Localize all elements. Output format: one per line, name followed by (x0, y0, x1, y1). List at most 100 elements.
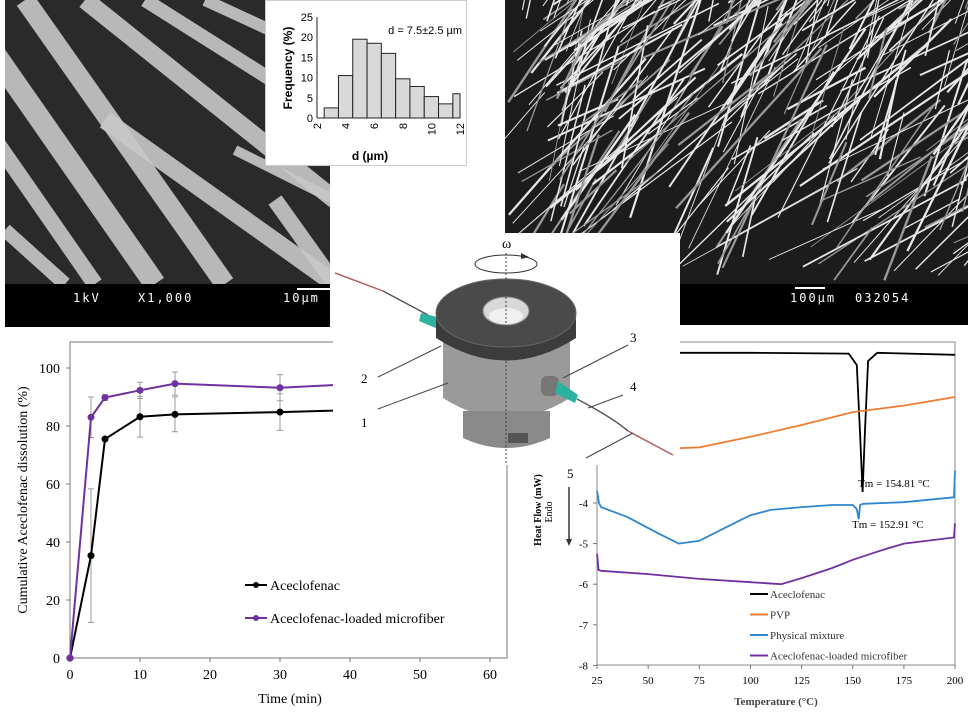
fiber (717, 197, 756, 265)
histogram-bar (337, 75, 354, 119)
fiber (677, 74, 770, 146)
part-label-1: 1 (361, 415, 368, 430)
fiber (590, 112, 690, 244)
part-label-5: 5 (567, 466, 574, 481)
fiber (647, 97, 699, 135)
fiber (919, 52, 968, 76)
fiber (951, 159, 968, 227)
fiber (688, 66, 776, 249)
x-tick-label: 150 (845, 675, 862, 687)
fiber (777, 0, 803, 20)
fiber (558, 19, 592, 167)
fiber (641, 0, 780, 60)
y-tick-label: 40 (46, 536, 60, 551)
fiber (559, 0, 674, 180)
fiber (768, 0, 810, 62)
fiber (749, 0, 814, 77)
histogram-inset: 0 5 10 15 20 25 2 4 6 8 10 12 d (µm) Frequency (%) d =… (265, 0, 467, 166)
legend-marker (253, 615, 259, 621)
fiber (578, 0, 629, 44)
fiber (915, 216, 968, 270)
fiber (569, 0, 654, 48)
fiber (734, 98, 855, 192)
fiber (569, 0, 621, 85)
fiber (622, 0, 682, 29)
endo-label: Endo (544, 501, 555, 522)
fiber (629, 0, 700, 127)
fiber (730, 0, 900, 85)
x-tick-label: 40 (343, 668, 357, 683)
fiber (833, 227, 873, 281)
fiber (697, 129, 771, 207)
fiber (845, 0, 878, 140)
fiber (670, 132, 815, 273)
dissolution-chart: 0 20 40 60 80 100 0 10 20 30 40 50 60 Time (min) Cumul… (16, 341, 508, 707)
fiber (725, 28, 867, 234)
fiber (666, 147, 715, 251)
fiber (232, 145, 330, 204)
fiber (566, 178, 597, 233)
y-tick-label: -8 (579, 660, 589, 672)
fiber (953, 22, 968, 45)
fiber (555, 29, 592, 100)
fiber (562, 92, 695, 261)
fiber (726, 22, 783, 106)
fiber (932, 105, 968, 187)
fiber (882, 10, 968, 56)
fiber (5, 224, 70, 290)
sem-magnification: X1,000 (138, 291, 193, 305)
fiber (937, 244, 968, 276)
fiber (949, 155, 968, 174)
fiber (932, 103, 968, 156)
fiber (819, 79, 854, 206)
y-tick-label: -7 (579, 620, 589, 632)
legend-label: PVP (770, 610, 790, 622)
x-tick-label: 0 (67, 668, 74, 683)
fiber (868, 27, 888, 99)
fiber (856, 0, 923, 61)
fiber (781, 0, 823, 56)
fiber (781, 66, 912, 142)
x-tick-label: 10 (426, 123, 438, 135)
y-tick-label: 5 (307, 93, 313, 105)
data-point (136, 386, 144, 394)
fiber (581, 79, 643, 125)
histogram-bar (409, 85, 425, 119)
x-tick-label: 75 (694, 675, 706, 687)
fiber (818, 164, 968, 265)
fiber (592, 133, 659, 186)
fiber (554, 0, 582, 59)
data-point (136, 413, 144, 421)
data-point (101, 394, 109, 402)
fiber (768, 209, 881, 260)
fiber (724, 44, 928, 207)
data-point (171, 380, 179, 388)
x-tick-label: 25 (592, 675, 604, 687)
fiber (944, 5, 968, 87)
fiber (793, 0, 819, 26)
fiber (859, 58, 968, 141)
fiber (550, 84, 586, 222)
fiber (675, 47, 823, 209)
fiber (868, 121, 968, 261)
fiber (874, 49, 907, 156)
fiber (565, 0, 588, 52)
x-axis-label: Temperature (°C) (734, 696, 818, 708)
needle-tip-left (419, 313, 441, 329)
fiber (707, 0, 788, 108)
fiber (820, 156, 921, 202)
fiber (728, 0, 756, 31)
histogram-bar (380, 52, 397, 119)
x-tick-label: 200 (947, 675, 964, 687)
fiber (773, 0, 810, 43)
series-line (596, 470, 956, 545)
fiber (886, 112, 905, 177)
fiber (731, 0, 757, 42)
fiber (682, 185, 829, 267)
y-tick-label: 20 (46, 594, 60, 609)
fiber (5, 49, 165, 291)
fiber (878, 152, 968, 219)
fiber (865, 126, 968, 198)
fiber (726, 99, 859, 223)
fiber (697, 0, 743, 36)
